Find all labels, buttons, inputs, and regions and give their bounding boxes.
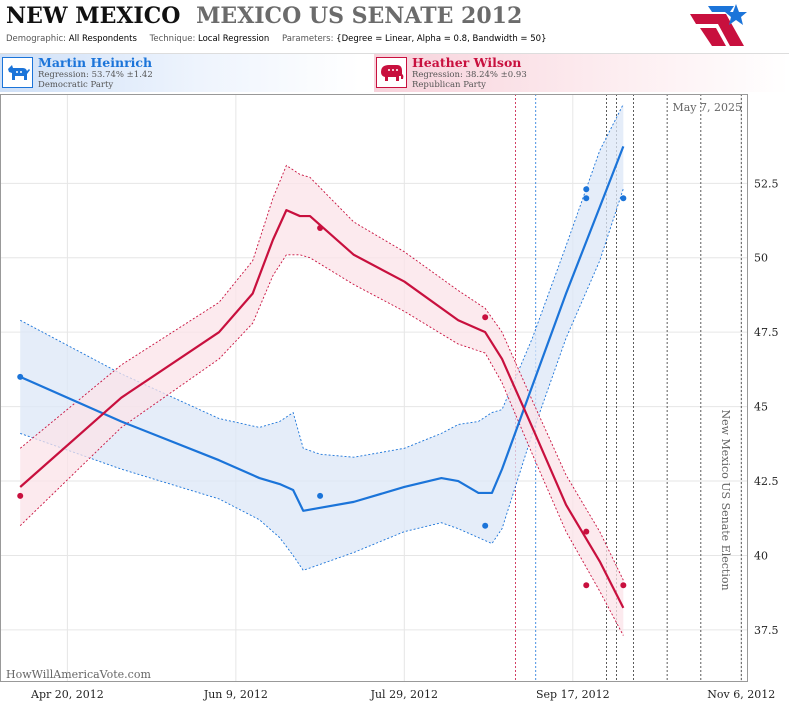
candidate-name-dem: Martin Heinrich xyxy=(38,55,153,70)
x-tick-label: Apr 20, 2012 xyxy=(30,688,104,701)
y-tick-label: 45 xyxy=(754,401,768,414)
date-stamp: May 7, 2025 xyxy=(672,101,742,114)
plot-area xyxy=(17,103,627,636)
candidate-name-rep: Heather Wilson xyxy=(412,55,522,70)
y-tick-label: 52.5 xyxy=(754,177,779,190)
poll-point xyxy=(583,186,590,193)
parameters-label: Parameters: xyxy=(281,34,334,44)
regression-line xyxy=(19,209,625,609)
poll-point xyxy=(17,492,24,499)
y-axis: 37.5 40 42.5 45 47.5 50 52.5 xyxy=(754,177,779,637)
site-logo-icon xyxy=(690,4,747,46)
technique-label: Technique: xyxy=(149,34,196,44)
candidate-party-dem: Democratic Party xyxy=(38,80,114,90)
poll-point xyxy=(620,582,627,589)
demographic-label: Demographic: xyxy=(6,34,67,44)
candidate-regression-rep: Regression: 38.24% ±0.93 xyxy=(412,70,527,80)
x-tick-label: Jul 29, 2012 xyxy=(370,688,439,701)
candidate-party-rep: Republican Party xyxy=(412,80,486,90)
header-divider xyxy=(0,53,789,54)
candidate-panel-dem: Martin Heinrich Regression: 53.74% ±1.42… xyxy=(0,54,360,92)
chart-header: NEW MEXICO MEXICO US SENATE 2012 Demogra… xyxy=(0,0,789,52)
poll-point xyxy=(317,492,324,499)
poll-point xyxy=(17,373,24,380)
poll-point xyxy=(317,224,324,231)
poll-point xyxy=(583,582,590,589)
watermark: HowWillAmericaVote.com xyxy=(6,668,151,681)
x-axis: Apr 20, 2012 Jun 9, 2012 Jul 29, 2012 Sep 1… xyxy=(30,688,775,701)
x-tick-label: Jun 9, 2012 xyxy=(203,688,268,701)
plot-frame xyxy=(0,94,748,682)
y-tick-label: 40 xyxy=(754,549,768,562)
candidate-panel-rep: Heather Wilson Regression: 38.24% ±0.93 … xyxy=(374,54,789,92)
demographic-value: All Respondents xyxy=(68,34,137,44)
race-name: MEXICO US SENATE 2012 xyxy=(196,3,523,29)
confidence-band xyxy=(20,165,624,636)
poll-point xyxy=(620,195,627,202)
state-name: NEW MEXICO xyxy=(6,3,181,29)
donkey-icon xyxy=(2,57,33,88)
regression-chart: 37.5 40 42.5 45 47.5 50 52.5 Apr 20, 2012 Jun 9… xyxy=(0,94,779,701)
technique-value: Local Regression xyxy=(198,34,270,44)
y-tick-label: 37.5 xyxy=(754,624,779,637)
poll-point xyxy=(583,195,590,202)
election-label: New Mexico US Senate Election xyxy=(719,409,732,590)
chart-parameters: Demographic: All Respondents Technique: … xyxy=(6,34,556,44)
y-tick-label: 50 xyxy=(754,252,768,265)
event-markers xyxy=(515,94,742,682)
chart-title: NEW MEXICO MEXICO US SENATE 2012 xyxy=(6,3,522,29)
x-tick-label: Nov 6, 2012 xyxy=(707,688,775,701)
y-tick-label: 42.5 xyxy=(754,475,779,488)
y-tick-label: 47.5 xyxy=(754,326,779,339)
confidence-band xyxy=(20,104,624,571)
x-tick-label: Sep 17, 2012 xyxy=(536,688,610,701)
candidate-regression-dem: Regression: 53.74% ±1.42 xyxy=(38,70,153,80)
upper-bound-line xyxy=(20,103,624,458)
parameters-value: {Degree = Linear, Alpha = 0.8, Bandwidth… xyxy=(336,34,547,44)
poll-point xyxy=(583,528,590,535)
lower-bound-line xyxy=(19,254,624,636)
poll-point xyxy=(482,314,489,321)
elephant-icon xyxy=(376,57,407,88)
poll-point xyxy=(482,522,489,529)
regression-line xyxy=(19,146,625,512)
